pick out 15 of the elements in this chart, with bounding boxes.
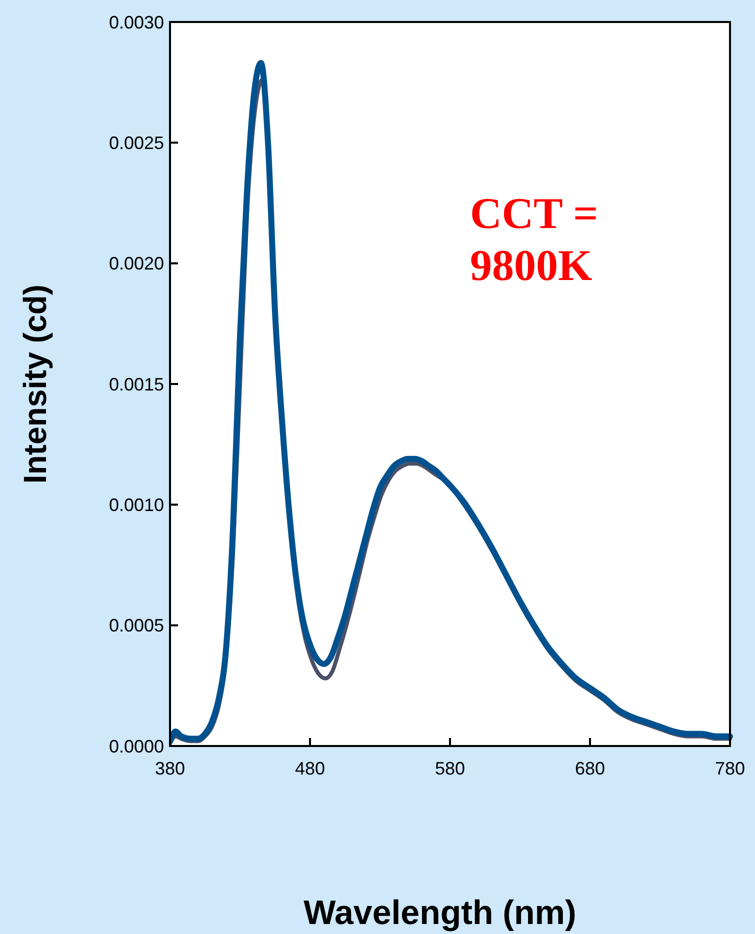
- y-tick-label: 0.0010: [108, 494, 164, 515]
- x-tick-label: 380: [154, 758, 186, 778]
- x-tick-label: 480: [294, 758, 326, 778]
- x-tick-label: 680: [574, 758, 606, 778]
- y-tick-label: 0.0000: [108, 736, 164, 756]
- x-tick-label: 780: [714, 758, 746, 778]
- x-axis-title: Wavelength (nm): [304, 894, 576, 932]
- y-tick-label: 0.0025: [108, 132, 164, 153]
- x-tick-label: 580: [434, 758, 466, 778]
- annotation: CCT = 9800K: [470, 189, 598, 290]
- y-axis-title: Intensity (cd): [17, 284, 53, 484]
- y-tick-label: 0.0030: [108, 12, 164, 32]
- y-tick-label: 0.0005: [108, 616, 164, 636]
- y-tick-label: 0.0020: [108, 254, 164, 274]
- y-tick-label: 0.0015: [108, 374, 164, 394]
